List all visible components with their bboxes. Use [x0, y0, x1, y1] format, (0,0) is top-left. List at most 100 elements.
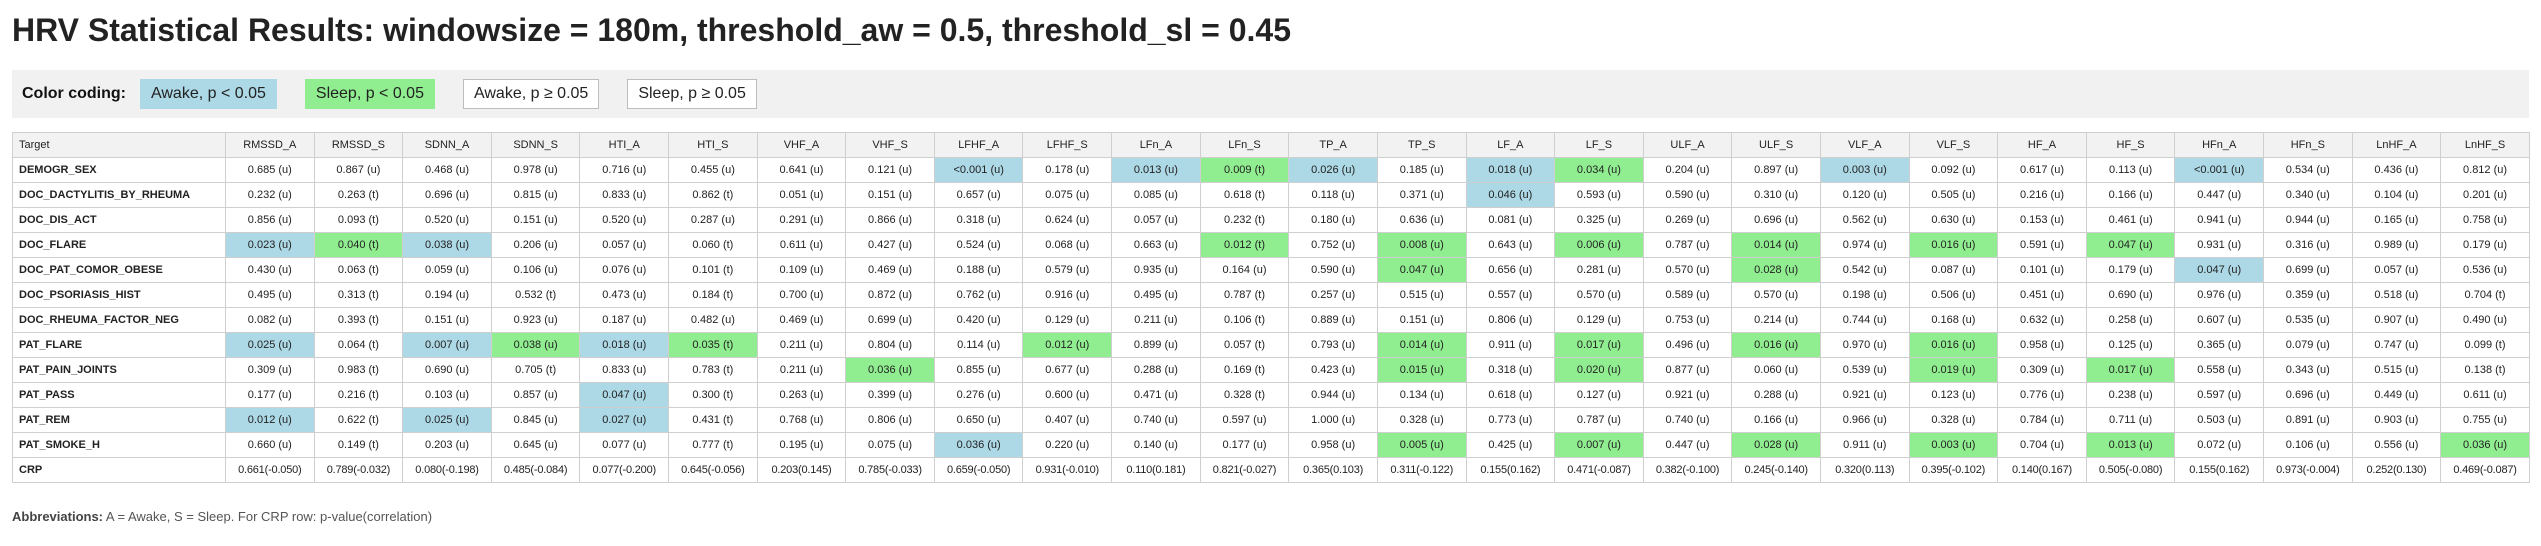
table-cell: 0.318 (u) — [1465, 357, 1556, 383]
table-cell: 0.220 (u) — [1022, 432, 1113, 458]
table-cell: 0.857 (u) — [490, 382, 581, 408]
table-cell: 0.013 (u) — [1111, 157, 1201, 183]
table-cell: 0.784 (u) — [1997, 407, 2087, 433]
table-cell: 0.793 (u) — [1288, 332, 1378, 358]
abbreviations-label: Abbreviations: — [12, 509, 104, 524]
table-cell: 0.046 (u) — [1465, 182, 1556, 208]
row-target-label: PAT_SMOKE_H — [12, 432, 226, 458]
table-cell: 0.019 (u) — [1908, 357, 1999, 383]
table-cell: 0.276 (u) — [933, 382, 1024, 408]
table-cell: 0.590 (u) — [1288, 257, 1378, 283]
table-cell: 0.121 (u) — [845, 157, 935, 183]
column-header-hti-s: HTI_S — [668, 132, 758, 158]
table-cell: 0.075 (u) — [845, 432, 935, 458]
table-cell: 0.164 (u) — [1199, 257, 1290, 283]
table-cell: 0.038 (u) — [402, 232, 492, 258]
row-target-label: DOC_PAT_COMOR_OBESE — [12, 257, 226, 283]
table-cell: 0.911 (u) — [1819, 432, 1910, 458]
table-cell: 0.660 (u) — [225, 432, 315, 458]
table-cell: 0.028 (u) — [1731, 257, 1821, 283]
table-cell: 0.151 (u) — [1376, 307, 1467, 333]
table-cell: 0.916 (u) — [1022, 282, 1113, 308]
table-cell: 0.177 (u) — [225, 382, 315, 408]
column-header-ulf-s: ULF_S — [1731, 132, 1821, 158]
row-target-label: DOC_FLARE — [12, 232, 226, 258]
table-cell: 0.007 (u) — [402, 332, 492, 358]
table-cell: 0.589 (u) — [1642, 282, 1733, 308]
table-cell: 0.017 (u) — [2085, 357, 2176, 383]
table-cell: 0.005 (u) — [1376, 432, 1467, 458]
table-cell: 0.291 (u) — [756, 207, 847, 233]
column-header-sdnn-s: SDNN_S — [490, 132, 581, 158]
table-cell: 0.012 (u) — [1022, 332, 1113, 358]
table-cell: 0.636 (u) — [1376, 207, 1467, 233]
table-cell: 0.016 (u) — [1731, 332, 1821, 358]
table-cell: 0.740 (u) — [1642, 407, 1733, 433]
table-cell: 0.188 (u) — [933, 257, 1024, 283]
table-cell: 0.166 (u) — [2085, 182, 2176, 208]
table-cell: 0.365 (u) — [2174, 332, 2265, 358]
table-cell: 0.110(0.181) — [1111, 457, 1201, 483]
table-cell: 0.179 (u) — [2085, 257, 2176, 283]
table-cell: 0.016 (u) — [1908, 332, 1999, 358]
table-cell: 0.081 (u) — [1465, 207, 1556, 233]
table-cell: 0.789(-0.032) — [313, 457, 404, 483]
table-cell: 0.785(-0.033) — [845, 457, 935, 483]
table-row: PAT_PASS 0.177 (u) 0.216 (t) 0.103 (u) 0.857… — [12, 382, 2530, 408]
table-cell: 0.281 (u) — [1554, 257, 1644, 283]
table-cell: 0.755 (u) — [2440, 407, 2530, 433]
table-cell: 0.618 (t) — [1199, 182, 1290, 208]
table-cell: 0.076 (u) — [579, 257, 670, 283]
table-cell: 0.057 (t) — [1199, 332, 1290, 358]
table-cell: 0.187 (u) — [579, 307, 670, 333]
table-cell: 0.034 (u) — [1554, 157, 1644, 183]
table-cell: 0.038 (u) — [490, 332, 581, 358]
table-cell: 0.656 (u) — [1465, 257, 1556, 283]
table-cell: 0.597 (u) — [2174, 382, 2265, 408]
table-cell: 0.976 (u) — [2174, 282, 2265, 308]
table-cell: 0.989 (u) — [2351, 232, 2442, 258]
table-cell: 0.436 (u) — [2351, 157, 2442, 183]
table-cell: 0.252(0.130) — [2351, 457, 2442, 483]
table-cell: 0.423 (u) — [1288, 357, 1378, 383]
table-cell: 0.425 (u) — [1465, 432, 1556, 458]
table-cell: 0.685 (u) — [225, 157, 315, 183]
table-cell: 0.365(0.103) — [1288, 457, 1378, 483]
table-cell: 0.288 (u) — [1731, 382, 1821, 408]
table-cell: 0.645(-0.056) — [668, 457, 758, 483]
table-cell: 0.496 (u) — [1642, 332, 1733, 358]
table-cell: 0.556 (u) — [2351, 432, 2442, 458]
table-cell: 0.300 (t) — [668, 382, 758, 408]
column-header-tp-s: TP_S — [1376, 132, 1467, 158]
table-cell: 0.018 (u) — [579, 332, 670, 358]
table-cell: 0.195 (u) — [756, 432, 847, 458]
table-cell: 0.469(-0.087) — [2440, 457, 2530, 483]
column-header-hf-s: HF_S — [2085, 132, 2176, 158]
table-cell: 0.016 (u) — [1908, 232, 1999, 258]
column-header-lnhf-s: LnHF_S — [2440, 132, 2530, 158]
table-cell: 0.012 (u) — [225, 407, 315, 433]
table-cell: 0.515 (u) — [1376, 282, 1467, 308]
table-cell: 0.877 (u) — [1642, 357, 1733, 383]
table-cell: 0.328 (u) — [1908, 407, 1999, 433]
table-cell: 0.077(-0.200) — [579, 457, 670, 483]
legend-awake-nonsignificant: Awake, p ≥ 0.05 — [462, 79, 600, 109]
table-cell: 0.677 (u) — [1022, 357, 1113, 383]
table-cell: 0.503 (u) — [2174, 407, 2265, 433]
table-cell: 0.138 (t) — [2440, 357, 2530, 383]
table-cell: 0.611 (u) — [2440, 382, 2530, 408]
row-target-label: DOC_PSORIASIS_HIST — [12, 282, 226, 308]
table-cell: 0.812 (u) — [2440, 157, 2530, 183]
table-cell: 0.597 (u) — [1199, 407, 1290, 433]
table-cell: 0.059 (u) — [402, 257, 492, 283]
table-cell: 0.787 (u) — [1554, 407, 1644, 433]
table-cell: 0.203 (u) — [402, 432, 492, 458]
table-cell: <0.001 (u) — [2174, 157, 2265, 183]
table-row: DOC_PAT_COMOR_OBESE 0.430 (u) 0.063 (t) 0.0… — [12, 257, 2530, 283]
table-cell: 0.447 (u) — [2174, 182, 2265, 208]
table-cell: 0.931(-0.010) — [1022, 457, 1113, 483]
column-header-lfn-s: LFn_S — [1199, 132, 1290, 158]
table-cell: 0.752 (u) — [1288, 232, 1378, 258]
table-cell: 0.082 (u) — [225, 307, 315, 333]
table-cell: 0.469 (u) — [756, 307, 847, 333]
